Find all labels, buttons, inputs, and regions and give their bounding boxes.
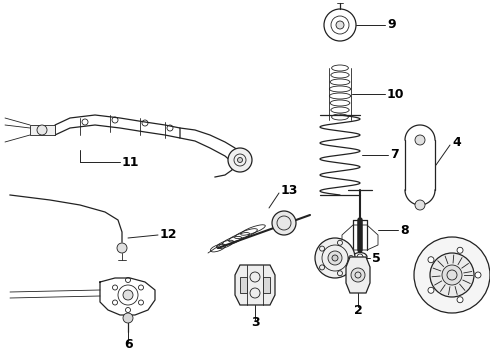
Text: 8: 8	[400, 224, 409, 237]
Text: 3: 3	[251, 316, 260, 329]
Circle shape	[415, 200, 425, 210]
Circle shape	[414, 237, 490, 313]
Circle shape	[228, 148, 252, 172]
Circle shape	[457, 297, 463, 303]
Circle shape	[123, 290, 133, 300]
Polygon shape	[240, 277, 247, 293]
Circle shape	[272, 211, 296, 235]
Circle shape	[351, 268, 365, 282]
Circle shape	[117, 243, 127, 253]
Circle shape	[315, 238, 355, 278]
Text: 2: 2	[354, 305, 363, 318]
Circle shape	[336, 21, 344, 29]
Text: 13: 13	[281, 184, 298, 198]
Circle shape	[430, 253, 474, 297]
Circle shape	[457, 247, 463, 253]
Polygon shape	[30, 125, 55, 135]
Text: 10: 10	[387, 87, 405, 100]
Circle shape	[415, 135, 425, 145]
Circle shape	[332, 255, 338, 261]
Polygon shape	[235, 265, 275, 305]
Text: 11: 11	[122, 156, 140, 168]
Text: 5: 5	[372, 252, 381, 265]
Text: 4: 4	[452, 136, 461, 149]
Text: 12: 12	[160, 229, 177, 242]
Circle shape	[123, 313, 133, 323]
Text: 6: 6	[124, 338, 133, 351]
Circle shape	[428, 257, 434, 263]
Circle shape	[328, 251, 342, 265]
Circle shape	[475, 272, 481, 278]
Text: 7: 7	[390, 148, 399, 162]
Circle shape	[442, 265, 462, 285]
Circle shape	[37, 125, 47, 135]
Circle shape	[238, 158, 243, 162]
Circle shape	[428, 287, 434, 293]
Text: 9: 9	[387, 18, 395, 31]
Polygon shape	[263, 277, 270, 293]
Polygon shape	[346, 257, 370, 293]
